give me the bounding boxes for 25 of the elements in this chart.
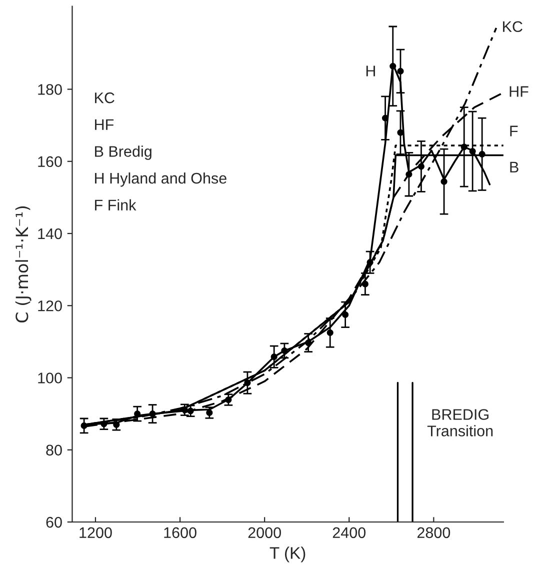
annotation: HF (95, 119, 114, 130)
y-tick-label: 60 (46, 516, 62, 528)
series-label: KC (503, 21, 522, 32)
series-label: B (510, 162, 518, 172)
x-tick-label: 1200 (80, 527, 112, 538)
y-tick-label: 80 (46, 444, 62, 456)
y-tick-label: 100 (38, 372, 62, 384)
series-label: HF (510, 86, 528, 97)
x-tick-label: 2800 (417, 527, 450, 538)
series-label: F (510, 126, 518, 136)
annotation: B Bredig (95, 146, 152, 160)
y-tick-label: 160 (38, 156, 62, 168)
x-tick-label: 1600 (164, 527, 196, 538)
y-tick-label: 140 (38, 228, 62, 240)
y-tick-label: 120 (38, 300, 62, 312)
x-axis-title: T (K) (270, 546, 306, 562)
annotation: F Fink (95, 199, 136, 210)
x-tick-label: 2000 (248, 527, 281, 538)
x-tick-label: 2400 (332, 527, 366, 538)
series-label: H (366, 66, 375, 76)
annotation: H Hyland and Ohse (95, 172, 226, 187)
y-tick-label: 180 (38, 84, 62, 95)
annotation: BREDIG Transition (427, 409, 493, 436)
annotation: KC (95, 92, 114, 104)
y-axis-title: C (J·mol⁻¹·K⁻¹) (15, 206, 32, 322)
